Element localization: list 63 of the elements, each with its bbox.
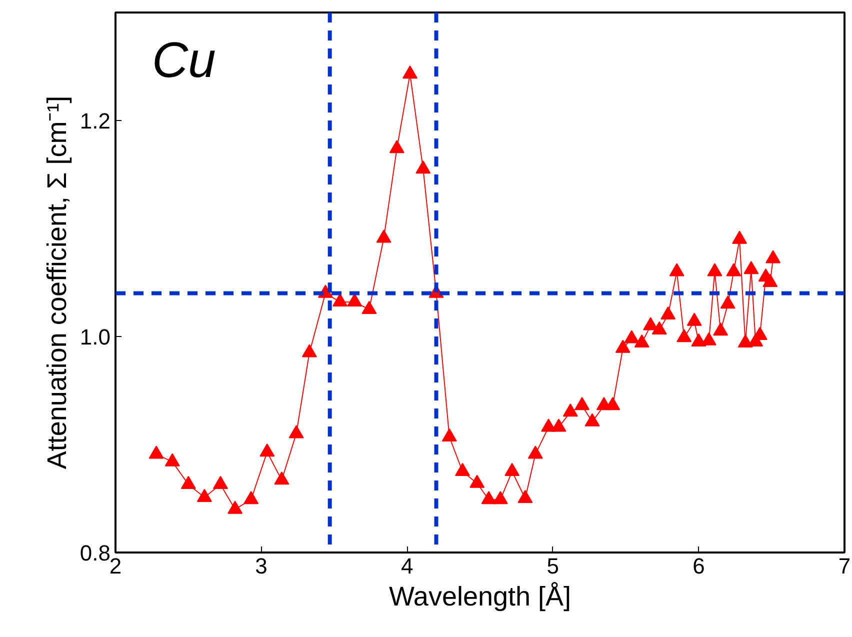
point [744, 260, 759, 274]
point [624, 330, 640, 344]
x-tick-label: 6 [692, 554, 705, 578]
point [676, 328, 692, 342]
point [244, 490, 259, 504]
point [518, 490, 533, 504]
point [528, 446, 543, 459]
point [302, 344, 317, 358]
point [274, 472, 290, 485]
point [574, 397, 590, 410]
point [652, 321, 667, 335]
point [347, 293, 362, 306]
x-tick-label: 3 [255, 554, 268, 578]
point [707, 263, 722, 276]
point [669, 263, 684, 276]
point [164, 453, 180, 466]
point [643, 317, 658, 330]
point [362, 300, 377, 314]
x-axis-title: Wavelength [Å] [388, 582, 572, 612]
point [492, 490, 508, 504]
point [389, 140, 404, 154]
point [332, 293, 348, 306]
x-tick-label: 4 [400, 554, 414, 578]
point [720, 296, 736, 309]
annotation: Cu [152, 32, 216, 88]
point [470, 474, 485, 488]
point [634, 334, 650, 348]
x-tick-label: 5 [546, 554, 560, 578]
point [686, 312, 702, 326]
point [766, 250, 781, 264]
point [180, 476, 196, 489]
y-tick-label: 1.2 [80, 108, 111, 134]
point [660, 306, 676, 320]
point [288, 425, 304, 438]
point [228, 500, 243, 514]
point [455, 462, 470, 476]
point [442, 428, 457, 442]
point [551, 418, 566, 432]
point [605, 397, 620, 410]
point [541, 418, 556, 432]
point [481, 490, 496, 504]
point [504, 462, 520, 476]
point [732, 230, 748, 244]
point [615, 340, 630, 353]
point [212, 476, 228, 489]
y-tick-label: 1.0 [80, 324, 111, 350]
point [691, 333, 706, 346]
point [260, 443, 275, 457]
point [584, 413, 600, 426]
point [196, 488, 212, 502]
y-axis-title: Attenuation coefficient, Σ [cm⁻¹] [42, 96, 72, 470]
x-tick-label: 2 [109, 554, 122, 578]
y-tick-label: 0.8 [80, 540, 111, 566]
point [738, 334, 753, 348]
x-tick-label: 7 [838, 554, 851, 578]
point [562, 404, 578, 417]
point [148, 446, 164, 459]
point [713, 322, 728, 336]
point [416, 160, 431, 174]
point [402, 65, 418, 79]
point [762, 274, 778, 288]
point [376, 230, 392, 243]
point [726, 263, 742, 276]
